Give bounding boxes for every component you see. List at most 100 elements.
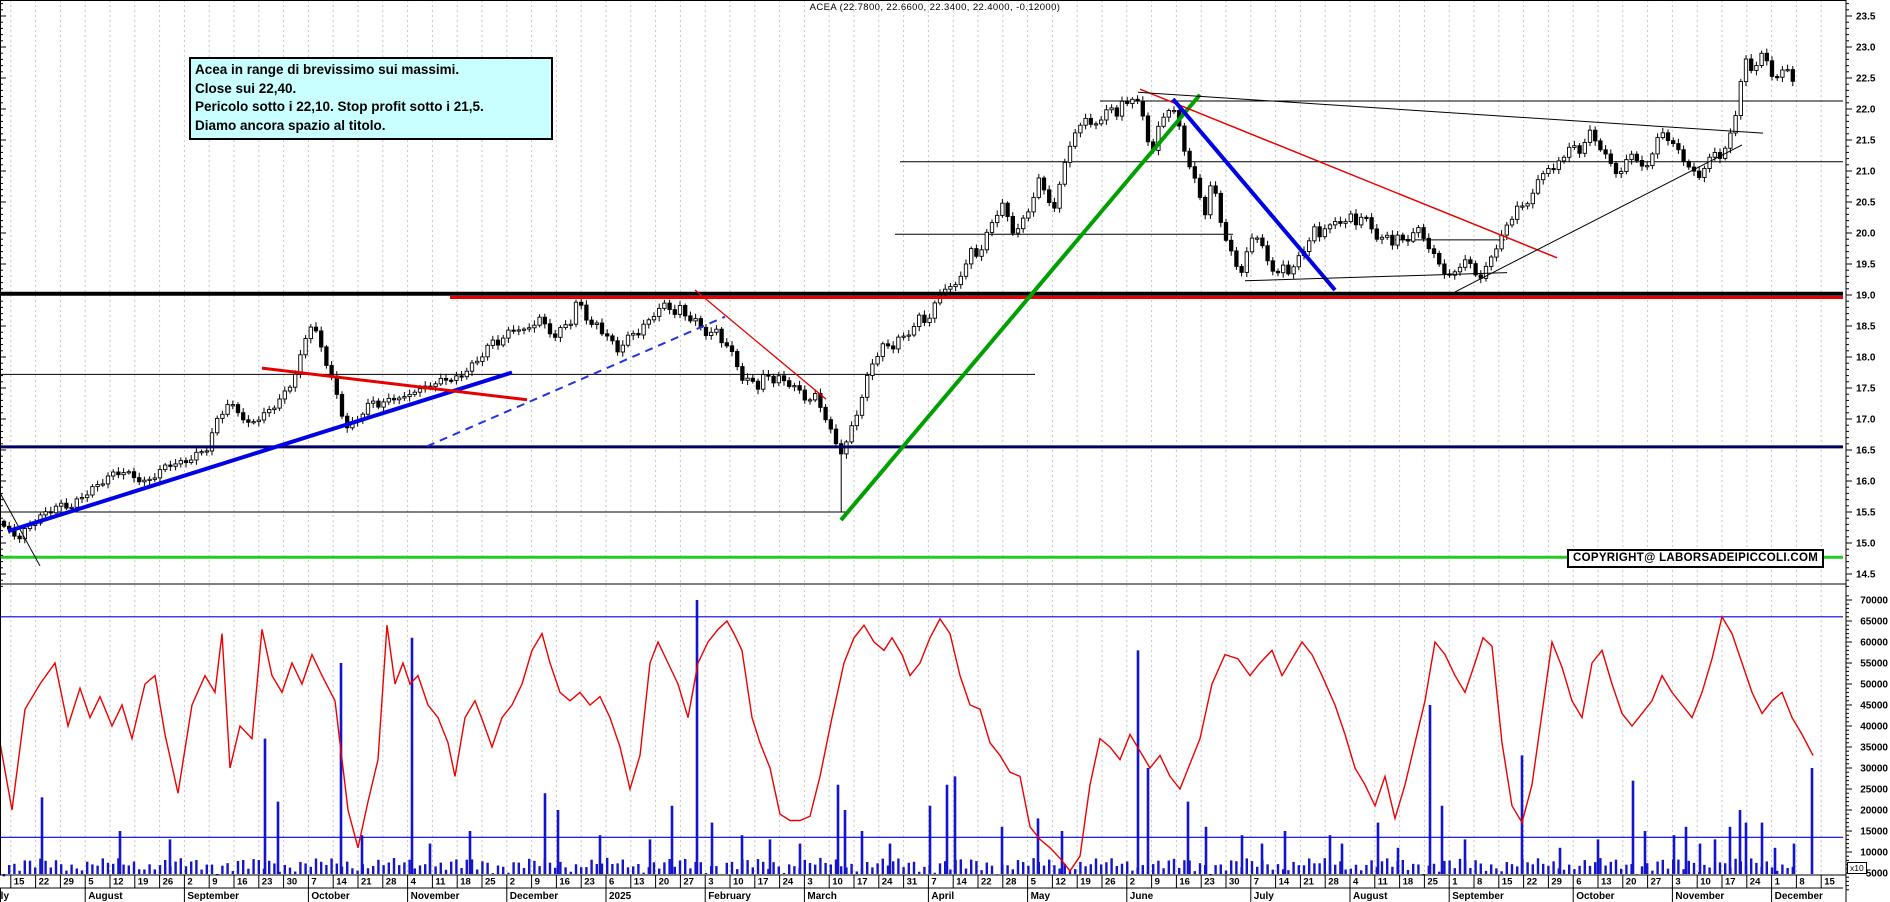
svg-text:30: 30	[287, 877, 298, 888]
candlesticks	[1, 48, 1795, 544]
svg-text:June: June	[1130, 891, 1154, 902]
svg-text:21.5: 21.5	[1856, 136, 1876, 147]
svg-text:17.5: 17.5	[1856, 384, 1876, 395]
svg-text:8: 8	[1799, 877, 1804, 888]
svg-text:3: 3	[807, 877, 812, 888]
svg-text:2: 2	[510, 877, 515, 888]
svg-text:15: 15	[1824, 877, 1835, 888]
svg-text:28: 28	[386, 877, 397, 888]
svg-text:2025: 2025	[609, 891, 632, 902]
svg-text:22.5: 22.5	[1856, 74, 1876, 85]
svg-text:27: 27	[683, 877, 694, 888]
svg-text:12: 12	[1055, 877, 1066, 888]
svg-text:28: 28	[1006, 877, 1017, 888]
svg-text:4: 4	[411, 877, 417, 888]
svg-text:60000: 60000	[1860, 638, 1888, 649]
svg-text:4: 4	[1353, 877, 1359, 888]
svg-text:10: 10	[1700, 877, 1711, 888]
support-resistance-lines	[0, 100, 1843, 513]
svg-text:16: 16	[1179, 877, 1190, 888]
svg-text:18.0: 18.0	[1856, 353, 1876, 364]
svg-text:7: 7	[931, 877, 936, 888]
svg-text:October: October	[1576, 891, 1614, 902]
svg-text:December: December	[510, 891, 558, 902]
svg-text:25: 25	[485, 877, 496, 888]
svg-text:22.0: 22.0	[1856, 105, 1876, 116]
svg-text:30: 30	[1229, 877, 1240, 888]
oscillator-path	[0, 614, 1814, 873]
svg-text:29: 29	[63, 877, 74, 888]
svg-text:August: August	[1353, 891, 1388, 902]
svg-text:24: 24	[783, 877, 794, 888]
svg-text:12: 12	[113, 877, 124, 888]
svg-text:November: November	[411, 891, 460, 902]
svg-text:45000: 45000	[1860, 701, 1888, 712]
svg-text:7: 7	[311, 877, 316, 888]
svg-text:20000: 20000	[1860, 806, 1888, 817]
svg-text:10: 10	[832, 877, 843, 888]
chart-title: ACEA (22.7800, 22.6600, 22.3400, 22.4000…	[809, 2, 1061, 13]
svg-text:15: 15	[14, 877, 25, 888]
svg-text:21: 21	[361, 877, 372, 888]
svg-text:10000: 10000	[1860, 848, 1888, 859]
volume-threshold-lines	[0, 616, 1843, 838]
svg-text:February: February	[708, 891, 751, 902]
svg-text:September: September	[187, 891, 239, 902]
svg-text:1: 1	[1775, 877, 1781, 888]
svg-text:23.5: 23.5	[1856, 12, 1876, 23]
trend-lines	[0, 88, 1843, 567]
svg-text:December: December	[1775, 891, 1823, 902]
svg-text:26: 26	[1105, 877, 1116, 888]
svg-text:18.5: 18.5	[1856, 322, 1876, 333]
svg-text:30000: 30000	[1860, 764, 1888, 775]
svg-text:20: 20	[659, 877, 670, 888]
svg-text:35000: 35000	[1860, 743, 1888, 754]
svg-text:18: 18	[460, 877, 471, 888]
svg-text:15000: 15000	[1860, 827, 1888, 838]
svg-text:14: 14	[336, 877, 347, 888]
svg-text:6: 6	[609, 877, 614, 888]
svg-text:65000: 65000	[1860, 617, 1888, 628]
svg-text:13: 13	[1601, 877, 1612, 888]
svg-text:22: 22	[1527, 877, 1538, 888]
svg-text:13: 13	[634, 877, 645, 888]
svg-text:3: 3	[708, 877, 713, 888]
svg-text:15.0: 15.0	[1856, 539, 1876, 550]
svg-text:May: May	[1031, 891, 1051, 902]
svg-text:19.0: 19.0	[1856, 291, 1876, 302]
svg-text:3: 3	[1675, 877, 1680, 888]
svg-text:23: 23	[262, 877, 273, 888]
svg-text:19.5: 19.5	[1856, 260, 1876, 271]
svg-text:11: 11	[1378, 877, 1389, 888]
volume-multiplier-label: x10	[1847, 862, 1867, 874]
svg-text:21: 21	[1303, 877, 1314, 888]
svg-text:9: 9	[212, 877, 217, 888]
svg-text:16.5: 16.5	[1856, 446, 1876, 457]
svg-text:11: 11	[435, 877, 446, 888]
svg-text:April: April	[931, 891, 954, 902]
svg-text:16: 16	[559, 877, 570, 888]
svg-text:14: 14	[1279, 877, 1290, 888]
svg-text:23.0: 23.0	[1856, 43, 1876, 54]
svg-text:40000: 40000	[1860, 722, 1888, 733]
annotation-line: Close sui 22,40.	[195, 80, 297, 96]
svg-text:8: 8	[1477, 877, 1482, 888]
svg-text:20: 20	[1626, 877, 1637, 888]
svg-text:September: September	[1452, 891, 1504, 902]
svg-text:15.5: 15.5	[1856, 508, 1876, 519]
svg-text:November: November	[1675, 891, 1724, 902]
svg-text:23: 23	[584, 877, 595, 888]
svg-text:14.5: 14.5	[1856, 570, 1876, 581]
svg-text:17: 17	[758, 877, 769, 888]
svg-text:July: July	[0, 891, 9, 902]
date-axis: July152229August5121926September29162330…	[0, 875, 1835, 902]
svg-text:22: 22	[39, 877, 50, 888]
svg-text:19: 19	[138, 877, 149, 888]
svg-text:5: 5	[88, 877, 94, 888]
svg-text:July: July	[1254, 891, 1274, 902]
svg-text:5000: 5000	[1866, 869, 1889, 880]
svg-text:24: 24	[882, 877, 893, 888]
annotation-box[interactable]: Acea in range di brevissimo sui massimi.…	[189, 57, 553, 140]
